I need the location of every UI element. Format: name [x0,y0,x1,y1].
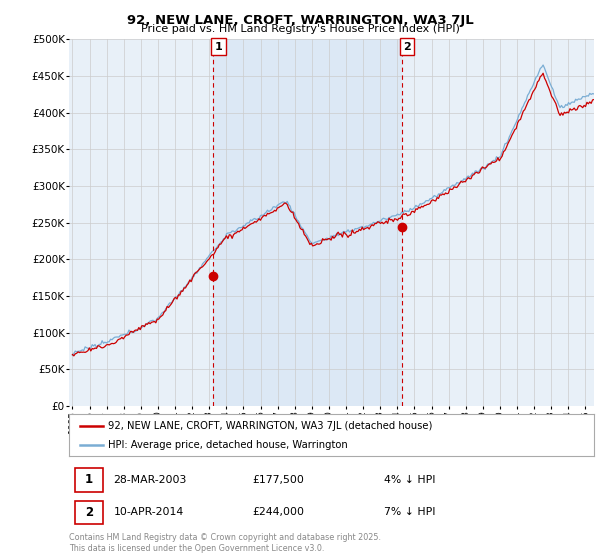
Text: 2: 2 [85,506,93,519]
Text: £177,500: £177,500 [253,475,305,485]
Text: 92, NEW LANE, CROFT, WARRINGTON, WA3 7JL (detached house): 92, NEW LANE, CROFT, WARRINGTON, WA3 7JL… [109,421,433,431]
FancyBboxPatch shape [76,501,103,524]
Text: HPI: Average price, detached house, Warrington: HPI: Average price, detached house, Warr… [109,440,348,450]
Text: 10-APR-2014: 10-APR-2014 [113,507,184,517]
Text: 2: 2 [403,41,411,52]
Text: 4% ↓ HPI: 4% ↓ HPI [384,475,436,485]
Text: 92, NEW LANE, CROFT, WARRINGTON, WA3 7JL: 92, NEW LANE, CROFT, WARRINGTON, WA3 7JL [127,14,473,27]
Text: 7% ↓ HPI: 7% ↓ HPI [384,507,436,517]
Text: Contains HM Land Registry data © Crown copyright and database right 2025.
This d: Contains HM Land Registry data © Crown c… [69,533,381,553]
Text: £244,000: £244,000 [253,507,305,517]
Text: 1: 1 [85,473,93,487]
FancyBboxPatch shape [76,468,103,492]
Text: 1: 1 [215,41,223,52]
Bar [214,39,402,406]
Text: Price paid vs. HM Land Registry's House Price Index (HPI): Price paid vs. HM Land Registry's House … [140,24,460,34]
Text: 28-MAR-2003: 28-MAR-2003 [113,475,187,485]
